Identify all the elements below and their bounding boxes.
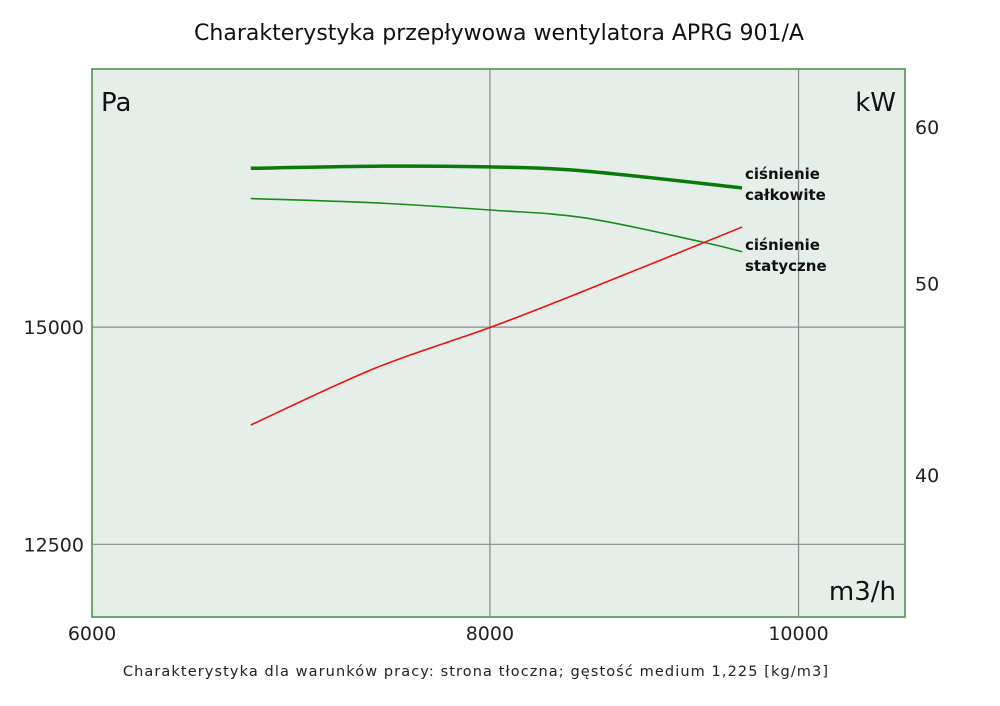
- x-tick-label: 6000: [68, 623, 116, 645]
- chart-subtitle: Charakterystyka dla warunków pracy: stro…: [123, 664, 829, 680]
- y-right-unit: kW: [855, 88, 896, 118]
- x-tick-label: 8000: [466, 623, 514, 645]
- series-label: ciśnienie: [745, 165, 820, 183]
- y-left-tick-label: 12500: [24, 534, 84, 556]
- y-right-tick-label: 50: [915, 274, 939, 296]
- series-label: całkowite: [745, 186, 826, 204]
- series-line-0: [250, 164, 743, 190]
- y-right-tick-label: 60: [915, 117, 939, 139]
- series-line-1: [250, 197, 743, 253]
- series-label: statyczne: [745, 257, 827, 275]
- y-left-unit: Pa: [101, 88, 131, 118]
- y-right-tick-label: 40: [915, 465, 939, 487]
- x-axis-unit: m3/h: [829, 577, 896, 607]
- chart-title: Charakterystyka przepływowa wentylatora …: [194, 21, 804, 46]
- y-left-tick-label: 15000: [24, 317, 84, 339]
- plot-area: [91, 68, 906, 618]
- series-line-2: [250, 226, 743, 426]
- series-label: ciśnienie: [745, 236, 820, 254]
- x-tick-label: 10000: [768, 623, 828, 645]
